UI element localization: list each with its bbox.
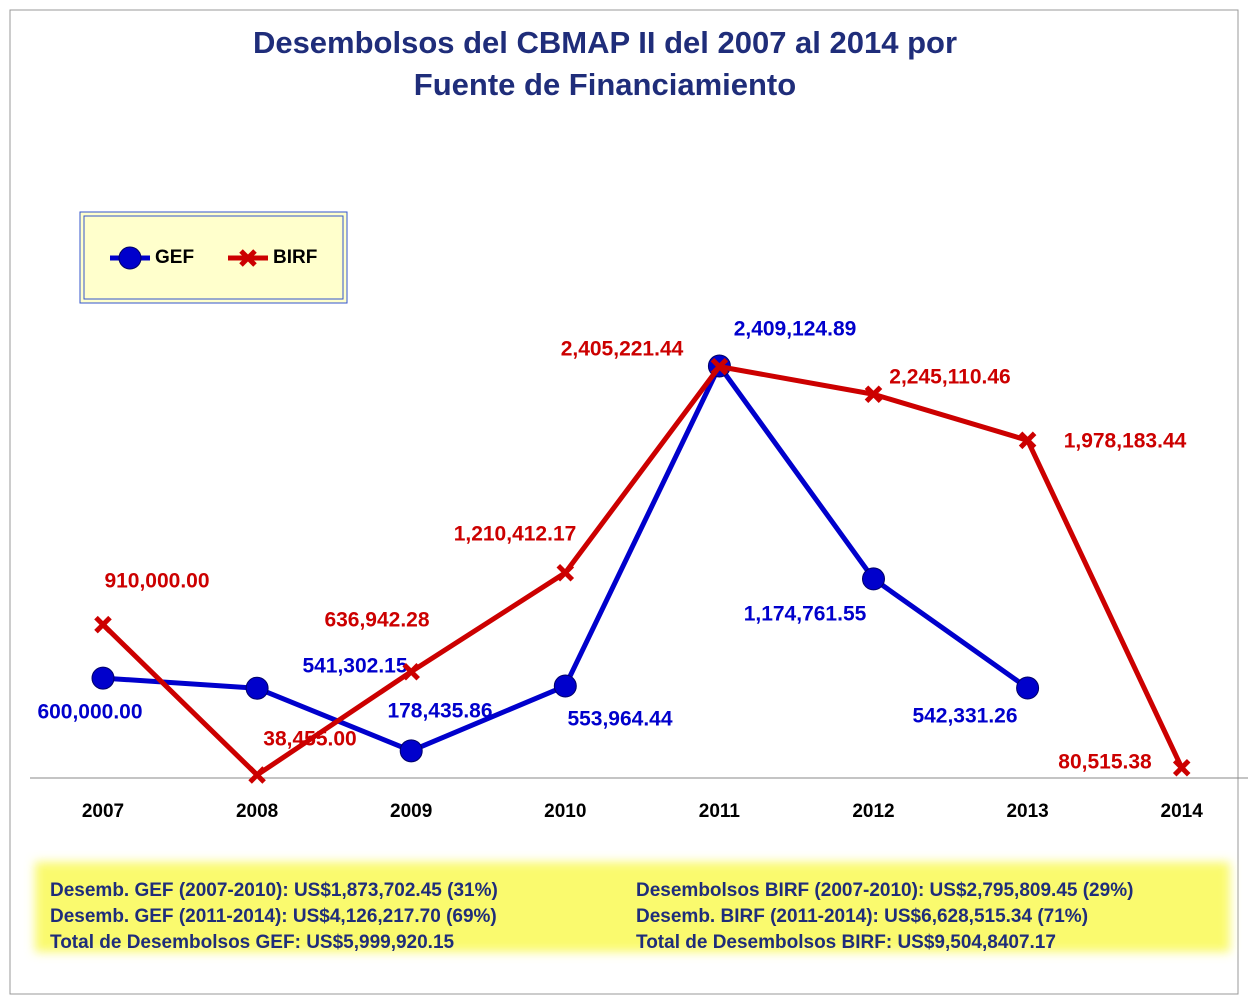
marker <box>862 567 885 591</box>
marker <box>553 674 577 698</box>
marker <box>402 662 420 681</box>
marker <box>248 766 266 784</box>
data-label: 910,000.00 <box>104 570 209 593</box>
data-label: 38,455.00 <box>263 728 356 751</box>
summary-note: Desemb. GEF (2007-2010): US$1,873,702.45… <box>50 880 498 901</box>
marker <box>118 246 142 270</box>
chart-frame <box>9 9 1239 995</box>
legend-label: GEF <box>155 247 194 268</box>
marker <box>399 739 423 763</box>
marker <box>556 563 575 582</box>
data-label: 553,964.44 <box>567 708 672 731</box>
marker <box>239 249 257 267</box>
x-tick-label: 2007 <box>82 801 124 822</box>
data-label: 1,174,761.55 <box>744 603 867 626</box>
marker-stroke <box>1172 758 1191 777</box>
x-tick-label: 2011 <box>699 801 741 822</box>
data-label: 600,000.00 <box>37 701 142 724</box>
summary-note: Desemb. GEF (2011-2014): US$4,126,217.70… <box>50 906 497 927</box>
marker-stroke <box>556 563 575 582</box>
marker <box>1016 676 1040 700</box>
marker-stroke <box>94 615 112 634</box>
marker <box>91 666 115 690</box>
summary-note: Total de Desembolsos BIRF: US$9,504,8407… <box>636 932 1056 953</box>
data-label: 1,978,183.44 <box>1064 430 1187 453</box>
data-label: 2,409,124.89 <box>734 318 857 341</box>
marker <box>1172 758 1191 777</box>
data-label: 2,405,221.44 <box>561 338 684 361</box>
data-label: 80,515.38 <box>1058 751 1152 774</box>
data-label: 178,435.86 <box>387 700 492 723</box>
x-tick-label: 2008 <box>236 801 278 822</box>
marker-stroke <box>248 766 266 784</box>
data-label: 542,331.26 <box>912 705 1017 728</box>
data-label: 1,210,412.17 <box>454 523 577 546</box>
data-label: 541,302.15 <box>302 655 407 678</box>
x-tick-label: 2012 <box>852 801 894 822</box>
marker-stroke <box>864 385 883 404</box>
marker-stroke <box>402 662 420 681</box>
data-label: 636,942.28 <box>324 609 429 632</box>
series-line <box>101 364 1184 778</box>
legend-inner-border <box>83 215 344 300</box>
data-label: 2,245,110.46 <box>889 366 1010 389</box>
marker-stroke <box>239 249 257 267</box>
summary-note: Desemb. BIRF (2011-2014): US$6,628,515.3… <box>636 906 1088 927</box>
x-tick-label: 2009 <box>390 801 432 822</box>
marker <box>864 385 883 404</box>
marker <box>245 676 269 700</box>
x-tick-label: 2014 <box>1161 801 1204 822</box>
x-tick-label: 2013 <box>1006 801 1048 822</box>
marker <box>94 615 112 634</box>
marker-stroke <box>710 357 729 376</box>
marker-stroke <box>1018 431 1037 450</box>
chart-title: Desembolsos del CBMAP II del 2007 al 201… <box>253 25 957 102</box>
marker <box>710 357 729 376</box>
legend-label: BIRF <box>273 247 317 268</box>
summary-box <box>35 862 1230 952</box>
x-tick-label: 2010 <box>544 801 586 822</box>
summary-note: Total de Desembolsos GEF: US$5,999,920.1… <box>50 932 455 953</box>
marker <box>1018 431 1037 450</box>
summary-note: Desembolsos BIRF (2007-2010): US$2,795,8… <box>636 880 1133 901</box>
